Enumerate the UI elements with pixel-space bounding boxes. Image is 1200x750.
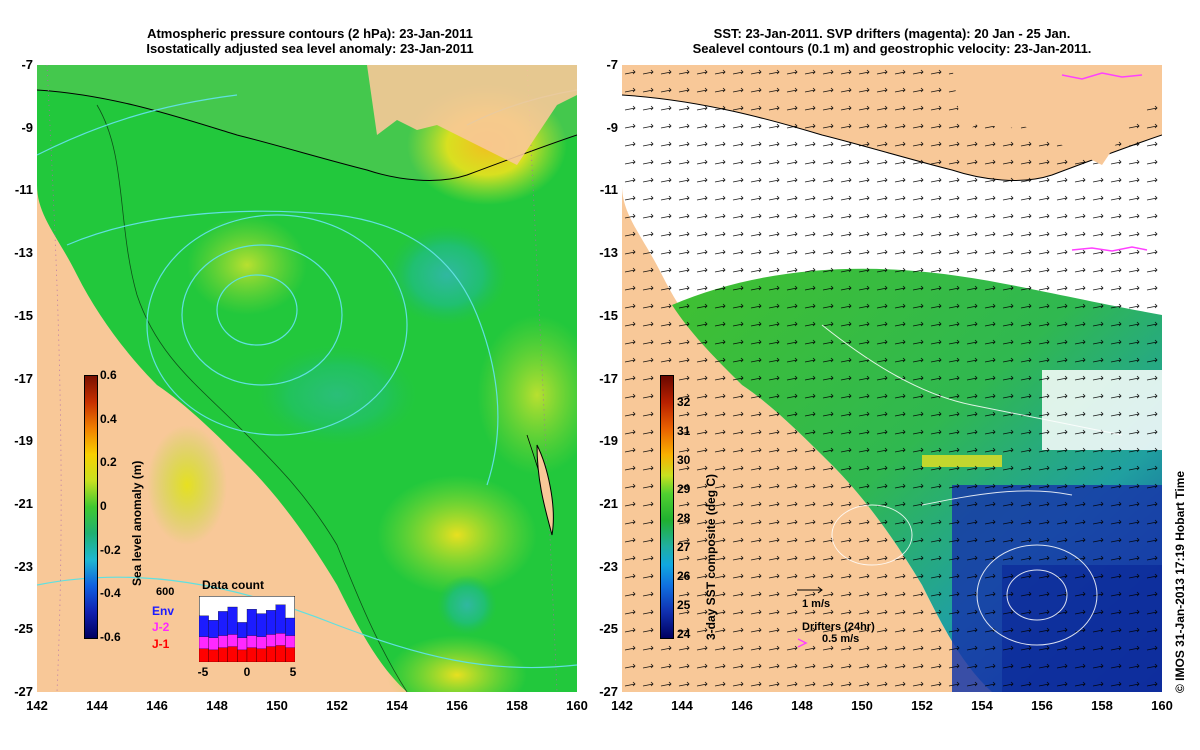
right-x-tick: 142 [611,698,633,713]
right-y-tick: -23 [599,558,618,574]
left-y-tick: -21 [14,495,33,511]
legend-j2: J-2 [152,620,170,634]
data-count-title: Data count [202,578,265,592]
right-title-line1: SST: 23-Jan-2011. SVP drifters (magenta)… [713,26,1071,41]
velocity-scale-arrow [797,586,823,594]
drifters-scale-label: 0.5 m/s [822,633,860,645]
sea-level-anomaly-map [37,65,577,692]
right-y-tick: -13 [599,245,618,261]
right-x-tick: 158 [1091,698,1113,713]
data-count-bar-j-1 [208,649,219,662]
colorbar-tick: -0.2 [100,542,121,557]
colorbar-tick: -0.6 [100,630,121,644]
left-y-tick: -7 [21,57,33,72]
geostrophic-velocity-arrows [622,65,1162,692]
colorbar-tick: 24 [677,627,691,641]
drifter-track [1061,72,1143,80]
data-count-bar-j-1 [218,647,228,662]
colorbar-tick: 28 [677,511,691,525]
left-x-tick: 154 [386,698,408,713]
right-y-tick: -19 [599,433,618,449]
right-x-tick: 150 [851,698,873,713]
colorbar-tick: 29 [677,482,691,496]
colorbar-tick: 32 [677,395,691,409]
right-y-tick: -25 [599,621,618,637]
data-count-xtick: -5 [197,665,209,679]
right-y-tick: -7 [606,57,618,72]
pressure-contours [37,89,577,669]
sla-colorbar [84,375,98,639]
right-x-tick: 144 [671,698,693,713]
colorbar-tick: 0 [100,499,107,513]
left-title-line2: Isostatically adjusted sea level anomaly… [146,41,474,56]
legend-env: Env [152,604,175,618]
colorbar-tick: 0.6 [100,368,117,382]
right-x-tick: 152 [911,698,933,713]
left-y-tick: -13 [14,245,33,261]
data-count-chart [199,596,295,662]
data-count-bar-j-1 [275,645,286,662]
sst-colorbar [660,375,674,639]
right-x-tick: 148 [791,698,813,713]
left-y-tick: -17 [14,370,33,386]
left-y-tick: -11 [14,182,33,198]
left-x-tick: 160 [566,698,588,713]
right-x-tick: 160 [1151,698,1173,713]
left-y-tick: -9 [21,119,33,135]
data-count-bar-j-1 [285,647,295,662]
data-count-bar-j-1 [227,646,238,662]
colorbar-tick: 0.4 [100,411,117,426]
colorbar-tick: 0.2 [100,455,117,470]
data-count-xtick: 0 [243,665,251,679]
right-y-tick: -21 [599,495,618,511]
left-y-tick: -27 [14,684,33,699]
left-x-tick: 152 [326,698,348,713]
right-x-tick: 146 [731,698,753,713]
left-y-tick: -23 [14,558,33,574]
data-count-xtick: 5 [289,665,297,679]
data-count-bar-j-1 [246,647,257,662]
sst-map [622,65,1162,692]
colorbar-tick: -0.4 [100,586,121,601]
right-y-tick: -17 [599,370,618,386]
colorbar-tick: 25 [677,598,691,612]
data-count-bar-j-1 [266,646,276,662]
right-title-line2: Sealevel contours (0.1 m) and geostrophi… [692,41,1092,56]
data-count-bar-j-1 [237,649,248,662]
left-title-line1: Atmospheric pressure contours (2 hPa): 2… [147,26,473,41]
right-x-tick: 154 [971,698,993,713]
left-y-tick: -15 [14,307,33,323]
data-count-ytick: 600 [156,586,175,598]
sla-colorbar-label: Sea level anomaly (m) [130,460,144,586]
left-x-tick: 142 [26,698,48,713]
left-x-tick: 156 [446,698,468,713]
left-x-tick: 148 [206,698,228,713]
left-x-tick: 158 [506,698,528,713]
left-y-tick: -25 [14,621,33,637]
data-count-bar-j-1 [199,648,209,662]
right-y-tick: -9 [606,119,618,135]
colorbar-tick: 30 [677,453,691,467]
right-y-tick: -27 [599,684,618,699]
data-count-bar-j-1 [256,648,267,662]
right-y-tick: -15 [599,307,618,323]
drifter-scale-arrow [797,638,808,648]
legend-j1: J-1 [152,637,170,651]
colorbar-tick: 27 [677,540,691,554]
colorbar-tick: 31 [677,424,691,438]
left-y-tick: -19 [14,433,33,449]
drifter-track [1071,246,1148,252]
drifters-label: Drifters (24hr) [802,621,875,633]
left-x-tick: 146 [146,698,168,713]
sst-colorbar-label: 3-day SST composite (deg C) [704,473,718,640]
sealevel-contours [821,324,1123,646]
left-x-tick: 150 [266,698,288,713]
right-x-tick: 156 [1031,698,1053,713]
left-x-tick: 144 [86,698,108,713]
credit-text: © IMOS 31-Jan-2013 17:19 Hobart Time [1173,470,1187,693]
right-y-tick: -11 [599,182,618,198]
velocity-scale-label: 1 m/s [802,598,831,610]
colorbar-tick: 26 [677,569,691,583]
